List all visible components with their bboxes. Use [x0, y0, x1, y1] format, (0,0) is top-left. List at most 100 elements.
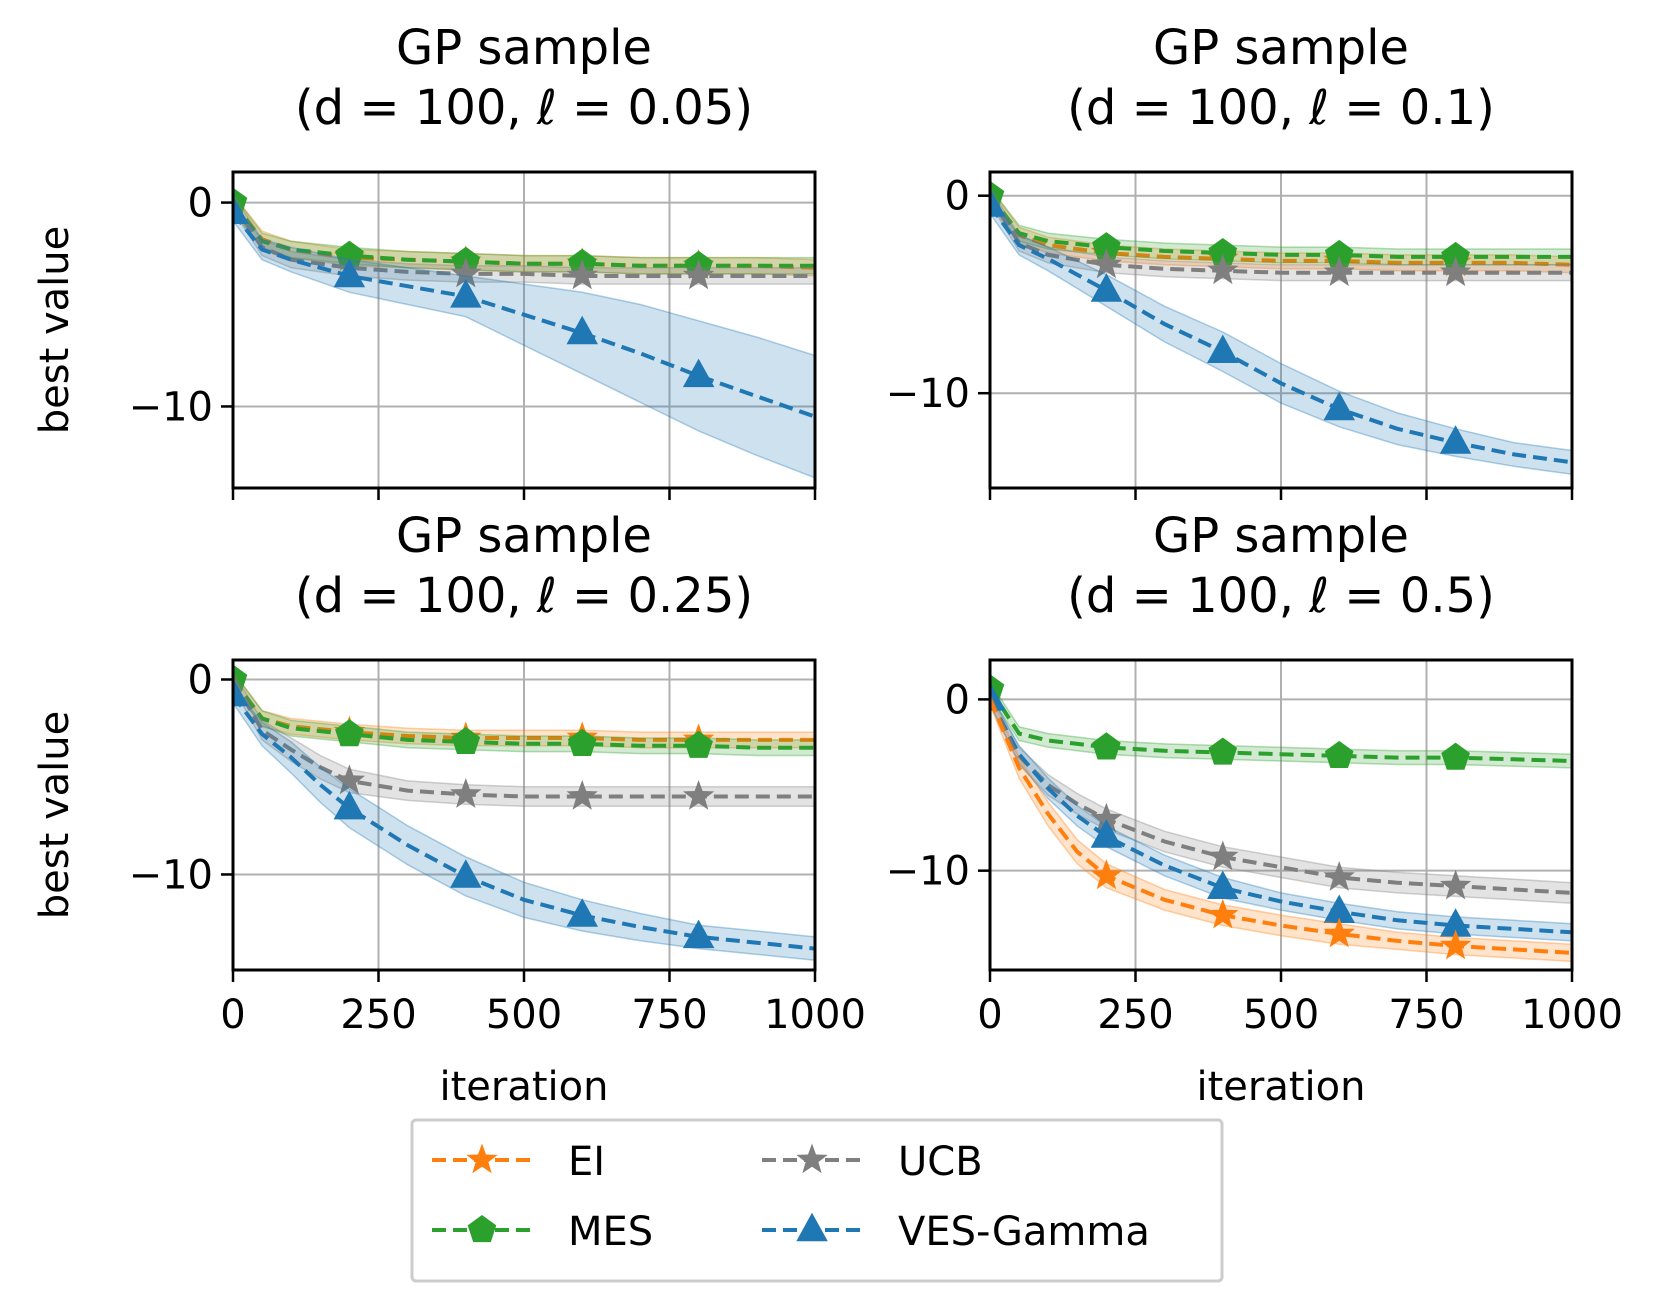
marker-ucb	[1207, 254, 1239, 285]
panel-title: GP sample	[1153, 20, 1409, 76]
marker-ucb	[1090, 802, 1123, 833]
x-tick-label: 750	[1388, 992, 1464, 1038]
marker-ves-gamma	[1323, 894, 1355, 923]
panel-title: GP sample	[396, 20, 652, 76]
subplot-2: 0 −10 GP sample(d = 100, ℓ = 0.1)	[886, 20, 1574, 500]
series-ucb	[233, 670, 815, 810]
legend-sample-mes	[432, 1215, 532, 1243]
series-ei	[990, 693, 1572, 963]
band-ves-gamma	[233, 203, 815, 479]
series-ves-gamma	[990, 682, 1572, 942]
legend-marker	[796, 1212, 828, 1242]
marker-ves-gamma	[1207, 334, 1239, 363]
marker-ves-gamma	[990, 682, 1006, 711]
marker-ves-gamma	[566, 898, 598, 927]
marker-ucb	[1323, 861, 1355, 891]
marker-ves-gamma	[1207, 870, 1239, 899]
legend-label-ucb: UCB	[898, 1139, 983, 1185]
marker-ei	[1090, 859, 1123, 890]
marker-ves-gamma	[333, 790, 366, 820]
subplot-4: 0 250 500 750 1000 0 −10 GP sample(d = 100, ℓ =…	[886, 508, 1623, 1110]
marker-mes	[1208, 238, 1238, 266]
marker-ves-gamma	[1323, 391, 1355, 421]
legend-marker	[466, 1143, 498, 1174]
x-axis-label: iteration	[1197, 1064, 1366, 1110]
band-ves-gamma	[233, 686, 815, 962]
line-mes	[233, 678, 815, 750]
legend: EI UCB MES VES-Gamma	[410, 1118, 1224, 1283]
x-tick-label: 250	[1097, 992, 1173, 1038]
panel-subtitle: (d = 100, ℓ = 0.1)	[1067, 80, 1495, 136]
marker-ves-gamma	[682, 358, 715, 388]
subplot-3: 0 250 500 750 1000 0 −10 GP sample(d = 100, ℓ =…	[32, 508, 866, 1110]
series-ucb	[990, 693, 1572, 904]
line-ucb	[990, 194, 1572, 275]
legend-label-mes: MES	[568, 1209, 653, 1255]
marker-ei	[1439, 929, 1472, 960]
marker-ucb	[450, 778, 482, 808]
series-ves-gamma	[233, 195, 815, 479]
marker-ves-gamma	[566, 315, 598, 345]
marker-mes	[451, 726, 481, 754]
marker-ucb	[333, 764, 366, 795]
marker-ves-gamma	[1090, 819, 1123, 848]
legend-samples	[432, 1143, 862, 1243]
subplot-1: 0 −10 GP sample(d = 100, ℓ = 0.05) best val…	[32, 20, 817, 500]
y-tick-label: −10	[886, 371, 970, 417]
marker-ves-gamma	[1439, 425, 1472, 454]
marker-ves-gamma	[333, 258, 366, 288]
band-ves-gamma	[990, 196, 1572, 475]
x-tick-label: 1000	[764, 992, 866, 1038]
marker-mes	[1092, 232, 1121, 260]
marker-mes	[1324, 740, 1354, 768]
marker-ves-gamma	[1439, 908, 1472, 937]
series-ucb	[990, 186, 1572, 287]
x-tick-label: 0	[220, 992, 245, 1038]
panel-title: GP sample	[1153, 508, 1409, 564]
panel-subtitle: (d = 100, ℓ = 0.25)	[295, 568, 753, 624]
marker-mes	[1441, 742, 1470, 770]
ticks: 0 −10	[129, 181, 817, 500]
legend-frame	[410, 1118, 1224, 1283]
marker-ves-gamma	[990, 188, 1006, 217]
marker-ucb	[1323, 256, 1355, 287]
ticks: 0 250 500 750 1000 0 −10	[129, 657, 866, 1038]
marker-ucb	[682, 259, 715, 290]
x-tick-label: 750	[631, 992, 707, 1038]
line-ei	[990, 194, 1572, 267]
marker-ves-gamma	[450, 859, 482, 888]
y-axis-label: best value	[32, 711, 78, 920]
series-mes	[233, 664, 815, 758]
legend-marker	[796, 1143, 828, 1174]
y-tick-label: −10	[886, 849, 970, 895]
legend-sample-ves-gamma	[762, 1212, 862, 1242]
marker-ucb	[566, 259, 598, 290]
legend-sample-ei	[432, 1143, 532, 1174]
marker-ves-gamma	[233, 195, 249, 224]
plot-area	[990, 180, 1572, 475]
marker-ucb	[1090, 248, 1123, 279]
y-tick-label: 0	[945, 174, 970, 220]
marker-ucb	[682, 780, 715, 810]
plot-area	[990, 674, 1572, 963]
y-tick-label: 0	[188, 657, 213, 703]
panel-title: GP sample	[396, 508, 652, 564]
x-tick-label: 0	[977, 992, 1002, 1038]
marker-ucb	[566, 780, 598, 810]
marker-ves-gamma	[1090, 273, 1123, 302]
x-axis-label: iteration	[440, 1064, 609, 1110]
panel-subtitle: (d = 100, ℓ = 0.05)	[295, 80, 753, 136]
marker-mes	[1324, 239, 1354, 268]
marker-mes	[335, 240, 364, 268]
marker-ei	[1207, 898, 1239, 929]
x-tick-label: 500	[1243, 992, 1319, 1038]
marker-mes	[1208, 737, 1238, 765]
x-tick-label: 1000	[1521, 992, 1623, 1038]
band-ucb	[990, 693, 1572, 904]
marker-mes	[1441, 241, 1470, 270]
series-mes	[990, 674, 1572, 770]
marker-ves-gamma	[233, 677, 249, 707]
marker-ei	[1323, 917, 1355, 948]
legend-sample-ucb	[762, 1143, 862, 1174]
